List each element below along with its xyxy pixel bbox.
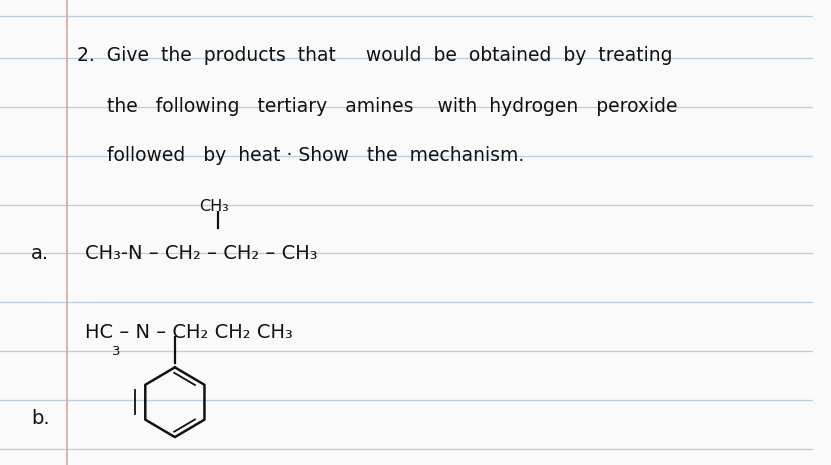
Text: 2.  Give  the  products  that     would  be  obtained  by  treating: 2. Give the products that would be obtai…	[77, 46, 673, 65]
Text: CH₃-N – CH₂ – CH₂ – CH₃: CH₃-N – CH₂ – CH₂ – CH₃	[86, 244, 318, 263]
Text: HC – N – CH₂ CH₂ CH₃: HC – N – CH₂ CH₂ CH₃	[86, 323, 293, 342]
Text: a.: a.	[31, 244, 49, 263]
Text: CH₃: CH₃	[199, 199, 229, 214]
Text: b.: b.	[31, 409, 50, 428]
Text: followed   by  heat · Show   the  mechanism.: followed by heat · Show the mechanism.	[77, 146, 524, 165]
Text: 3: 3	[112, 345, 120, 358]
Text: the   following   tertiary   amines    with  hydrogen   peroxide: the following tertiary amines with hydro…	[77, 98, 678, 116]
